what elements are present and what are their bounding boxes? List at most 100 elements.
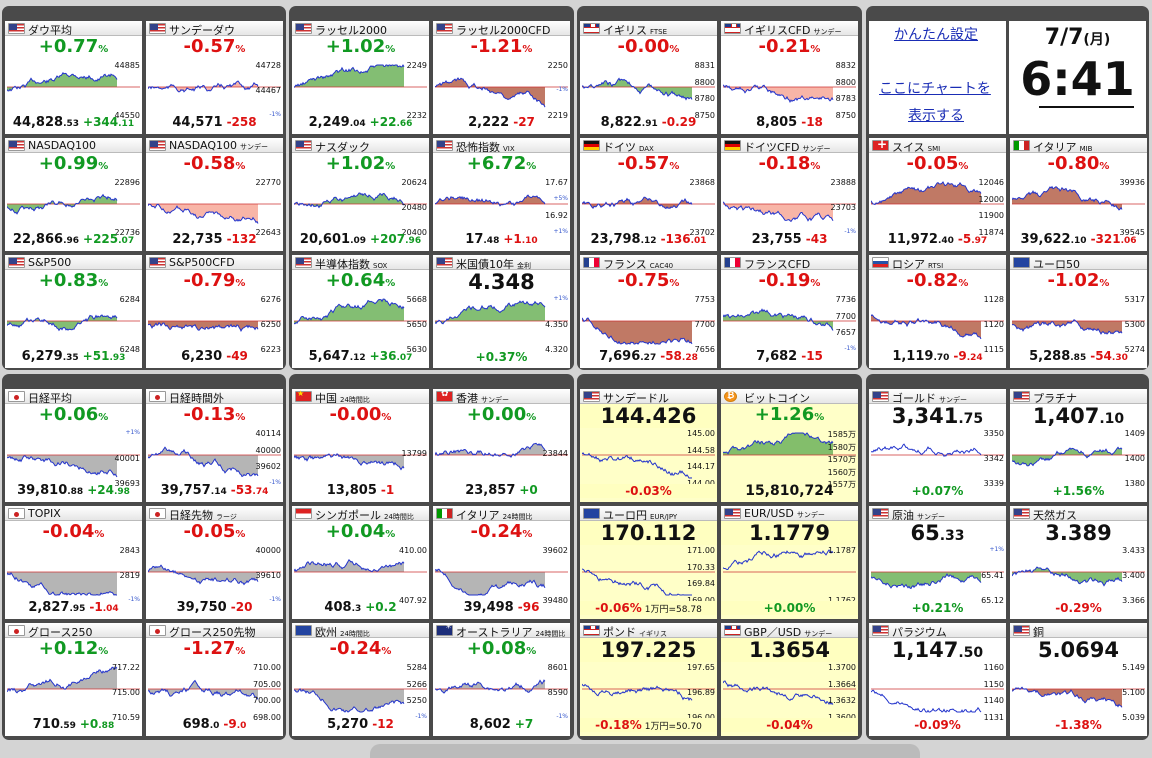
net-change-decimal: .28	[681, 353, 698, 363]
market-tile[interactable]: プラチナ 1,407.10 1409 1400 1380 +1.56%	[1010, 389, 1147, 502]
market-tile[interactable]: ロシア RTSI -0.82% 1128 1120 1115 1,119.70 -9.24	[869, 255, 1006, 368]
net-change-main: -58	[660, 349, 682, 363]
net-change: +24.98	[87, 483, 130, 497]
market-tile[interactable]: TOPIX -0.04% 2843 2819 -1% 2,827.95 -1.04	[5, 506, 142, 619]
axis-label: 8832	[835, 61, 856, 70]
axis-label: 20400	[401, 228, 427, 237]
market-tile[interactable]: イギリスCFD サンデー -0.21% 8832 8800 8783 8750 8,805 -1…	[721, 21, 858, 134]
price-line	[435, 568, 546, 596]
market-tile[interactable]: ラッセル2000CFD -1.21% 2250 -1% 2219 2,222 -27	[433, 21, 570, 134]
market-tile[interactable]: 日経先物 ラージ -0.05% 40000 39610 -1% 39,750 -20	[146, 506, 283, 619]
market-tile[interactable]: パラジウム 1,147.50 1160 1150 1140 1131 -0.09%	[869, 623, 1006, 736]
market-tile[interactable]: ユーロ50 -1.02% 5317 5300 5274 5,288.85 -54.30	[1010, 255, 1147, 368]
axis-label: 5300	[1124, 320, 1145, 329]
market-tile[interactable]: グロース250 +0.12% 717.22 715.00 710.59 710.59 +0.…	[5, 623, 142, 736]
market-tile[interactable]: イタリア MIB -0.80% 39936 39545 39,622.10 -321.06	[1010, 138, 1147, 251]
market-tile[interactable]: ダウ平均 +0.77% 44885 44550 44,828.53 +344.11	[5, 21, 142, 134]
change-percent: +0.00%	[433, 404, 570, 426]
flag-icon	[8, 625, 25, 636]
axis-label: 8750	[835, 111, 856, 120]
market-tile[interactable]: ナスダック +1.02% 20624 20480 20400 20,601.09 +207.…	[292, 138, 429, 251]
price-line	[294, 453, 405, 471]
axis-label: 23703	[830, 203, 856, 212]
add-chart-link-1[interactable]: ここにチャートを	[879, 81, 991, 97]
market-tile[interactable]: ビットコイン+1.26%1585万1580万1570万1560万1557万15,…	[721, 389, 858, 502]
tile-name-text: グロース250	[28, 626, 93, 638]
chart-area	[723, 433, 833, 455]
axis-label: 5.100	[1122, 688, 1145, 697]
axis-label: 710.59	[112, 713, 140, 722]
market-tile[interactable]: ドイツ DAX -0.57% 23868 23702 23,798.12 -136.01	[580, 138, 717, 251]
net-change: -1	[381, 483, 394, 497]
market-tile[interactable]: 銅 5.0694 5.149 5.100 5.039 -1.38%	[1010, 623, 1147, 736]
price-line	[294, 64, 405, 88]
market-tile[interactable]: 日経時間外 -0.13% 40114 40000 39602 -1% 39,757.14 -5…	[146, 389, 283, 502]
market-tile[interactable]: NASDAQ100 +0.99% 22896 22736 22,866.96 +225.0…	[5, 138, 142, 251]
market-tile[interactable]: イギリス FTSE -0.00% 8831 8800 8780 8750 8,822.91 -0…	[580, 21, 717, 134]
flag-icon	[436, 623, 453, 636]
market-tile[interactable]: サンデーダウ -0.57% 44728 44467 -1% 44,571 -258	[146, 21, 283, 134]
axis-label: +1%	[553, 228, 568, 235]
market-tile[interactable]: ドイツCFD サンデー -0.18% 23888 23703 -1% 23,755 -43	[721, 138, 858, 251]
tile-name: ナスダック	[315, 139, 370, 152]
net-change-main: -12	[372, 717, 394, 731]
price-line	[7, 666, 118, 694]
price-decimal: .14	[210, 487, 227, 497]
flag-icon	[295, 508, 312, 519]
net-change-main: -27	[513, 115, 535, 129]
axis-label: 40000	[255, 546, 281, 555]
percent-sign: %	[522, 529, 533, 540]
market-tile[interactable]: ポンドイギリス197.225197.65196.89196.00-0.18%1万…	[580, 623, 717, 736]
percent-sign: %	[235, 646, 246, 657]
percent-sign: %	[385, 44, 396, 55]
market-tile[interactable]: 欧州 24時間比 -0.24% 5284 5266 5250 -1% 5,270 -12	[292, 623, 429, 736]
net-change: -1.04	[89, 600, 118, 614]
price-line-bottom: 11,972.40 -5.97	[869, 232, 1006, 250]
axis-label: 705.00	[253, 679, 281, 689]
tile-name-text: サンデードル	[603, 392, 669, 404]
chart-area	[871, 572, 981, 589]
flag-icon	[149, 508, 166, 519]
market-tile[interactable]: 恐怖指数 VIX +6.72% 17.67 +5% 16.92 +1% 17.48 +1.10	[433, 138, 570, 251]
axis-label: 700.00	[253, 696, 281, 706]
price-line-bottom: 22,866.96 +225.07	[5, 232, 142, 250]
flag-icon	[872, 138, 889, 151]
market-tile[interactable]: ゴールド サンデー 3,341.75 3350 3342 3339 +0.07%	[869, 389, 1006, 502]
market-tile[interactable]: S&P500 +0.83% 6284 6248 6,279.35 +51.93	[5, 255, 142, 368]
easy-settings-link[interactable]: かんたん設定	[894, 27, 978, 43]
flag-icon	[1013, 508, 1030, 519]
clock-box: 7/7(月) 6:41	[1009, 21, 1146, 134]
net-change-main: +344	[83, 115, 119, 129]
tile-name: 欧州 24時間比	[315, 624, 370, 637]
market-tile[interactable]: 日経平均 +0.06% +1% 40001 39693 39,810.88 +24.98	[5, 389, 142, 502]
market-tile[interactable]: 天然ガス 3.389 3.433 3.400 3.366 -0.29%	[1010, 506, 1147, 619]
market-tile[interactable]: グロース250先物 -1.27% 710.00 705.00 700.00 698.00 6…	[146, 623, 283, 736]
market-tile[interactable]: イタリア 24時間比 -0.24% 39602 39480 39,498 -96	[433, 506, 570, 619]
price-line	[1012, 185, 1123, 211]
price-line-bottom: 5,288.85 -54.30	[1010, 349, 1147, 367]
add-chart-link-2[interactable]: 表示する	[908, 108, 964, 124]
net-change: -96	[518, 600, 540, 614]
market-tile[interactable]: シンガポール 24時間比 +0.04% 410.00 407.92 408.3 +0.2	[292, 506, 429, 619]
market-tile[interactable]: ラッセル2000 +1.02% 2249 2232 2,249.04 +22.66	[292, 21, 429, 134]
market-tile[interactable]: フランスCFD -0.19% 7736 7700 7657 -1% 7,682 -15	[721, 255, 858, 368]
tile-name: 原油 サンデー	[892, 507, 945, 520]
tile-header: 日経先物 ラージ	[146, 506, 283, 521]
market-tile[interactable]: 米国債10年 金利 4.348 +1% 4.350 4.320 +0.37%	[433, 255, 570, 368]
chart-area	[1012, 319, 1122, 334]
market-tile[interactable]: S&P500CFD -0.79% 6276 6250 6223 6,230 -49	[146, 255, 283, 368]
market-tile[interactable]: 原油 サンデー 65.33 +1% 65.41 65.12 +0.21%	[869, 506, 1006, 619]
market-tile[interactable]: 半導体指数 SOX +0.64% 5668 5650 5630 5,647.12 +36.07	[292, 255, 429, 368]
market-tile[interactable]: NASDAQ100 サンデー -0.58% 22770 22643 22,735 -132	[146, 138, 283, 251]
market-tile[interactable]: フランス CAC40 -0.75% 7753 7700 7656 7,696.27 -58.2…	[580, 255, 717, 368]
price-main: 3.389	[1045, 521, 1112, 545]
price: 11,972	[887, 232, 938, 247]
